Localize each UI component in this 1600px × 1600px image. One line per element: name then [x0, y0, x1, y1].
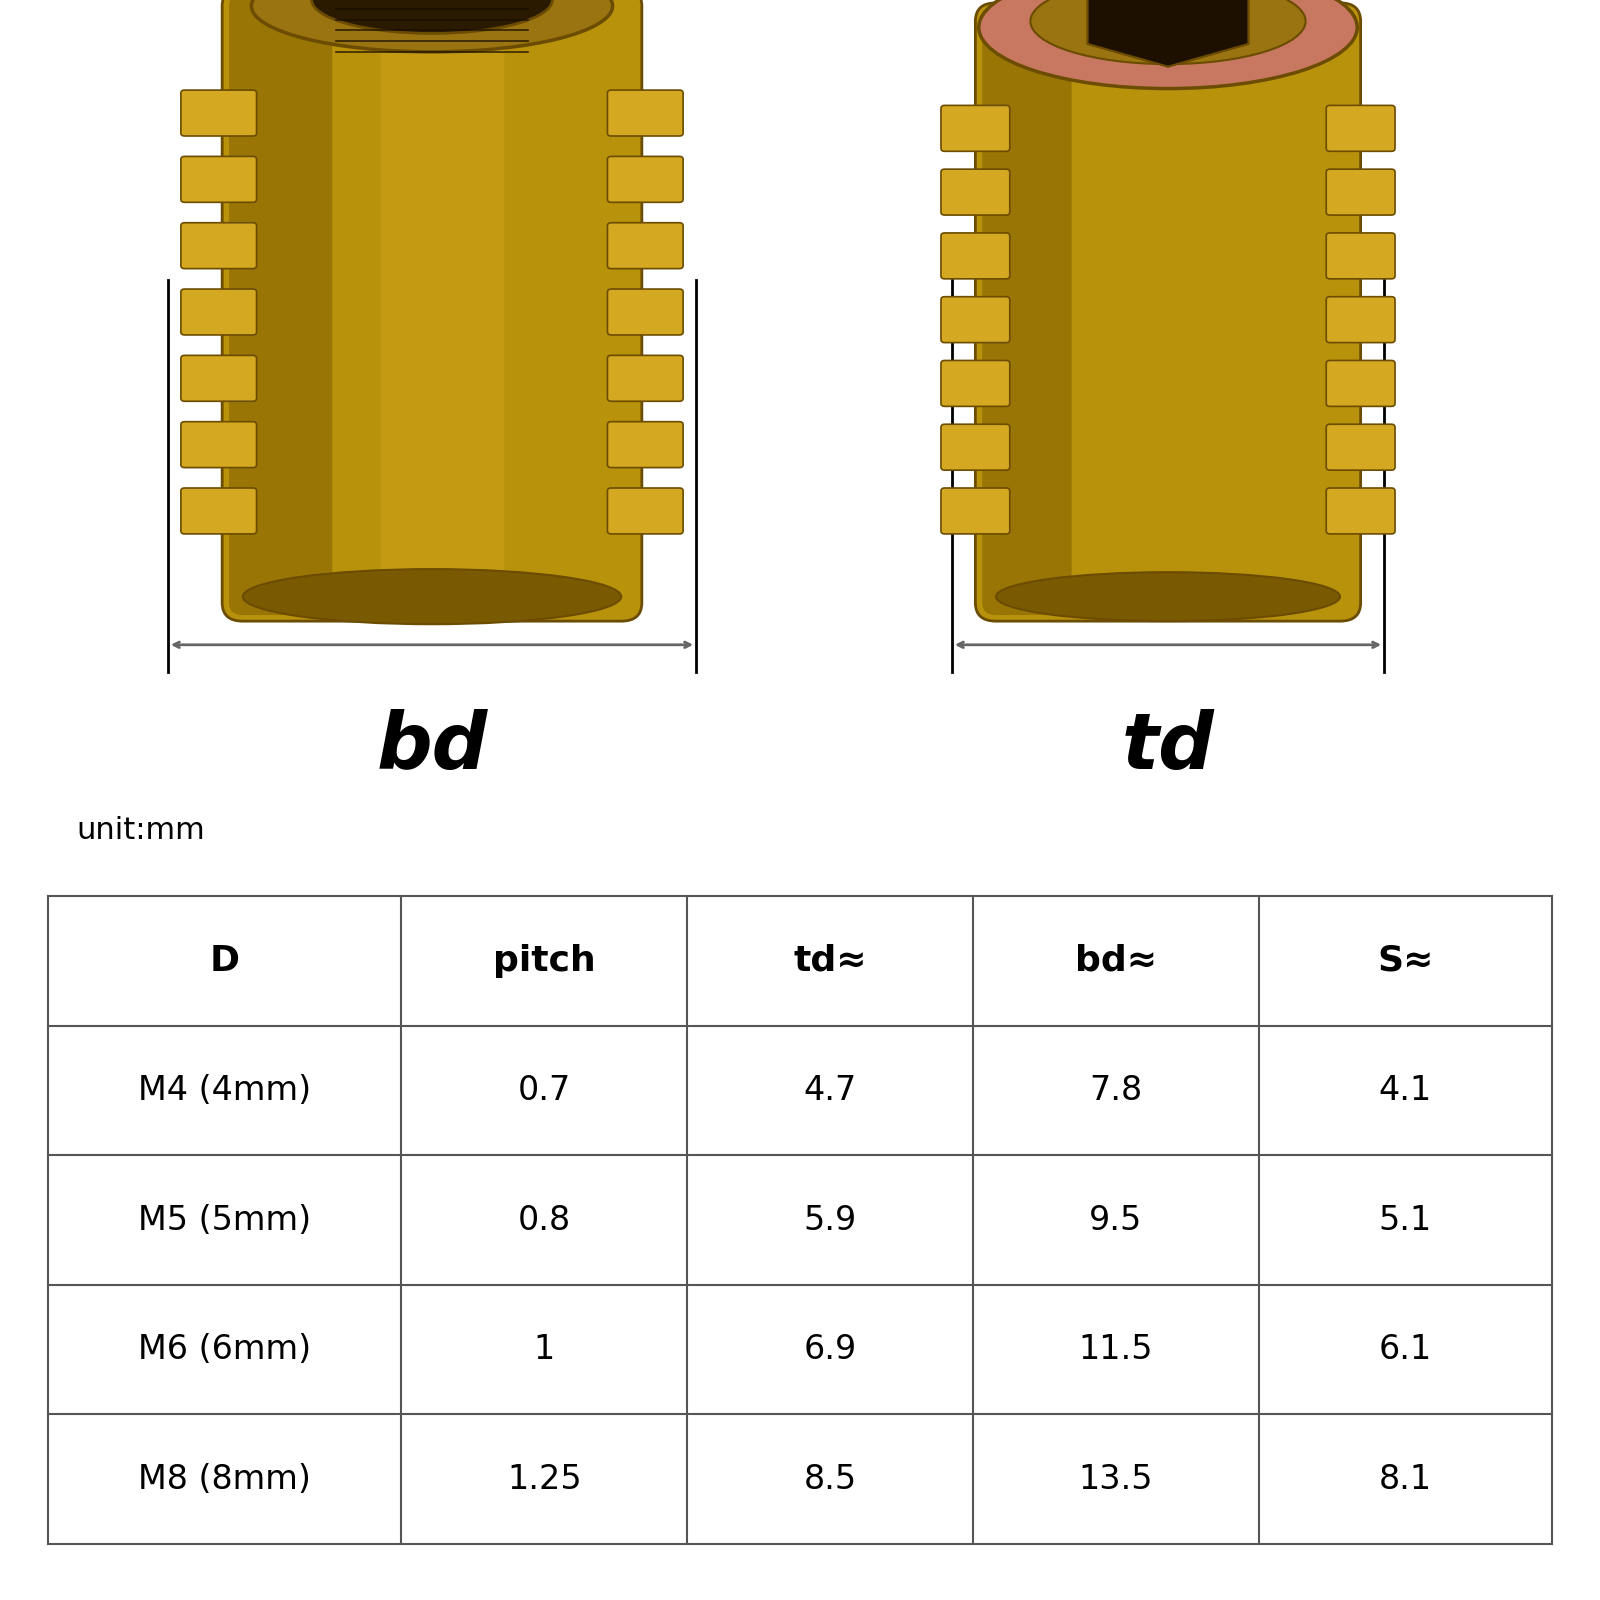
FancyBboxPatch shape	[1326, 424, 1395, 470]
FancyBboxPatch shape	[941, 488, 1010, 534]
FancyBboxPatch shape	[608, 157, 683, 202]
FancyBboxPatch shape	[181, 222, 256, 269]
FancyBboxPatch shape	[608, 355, 683, 402]
Text: M5 (5mm): M5 (5mm)	[138, 1203, 312, 1237]
FancyBboxPatch shape	[1326, 170, 1395, 214]
FancyBboxPatch shape	[608, 488, 683, 534]
FancyBboxPatch shape	[941, 170, 1010, 214]
Text: S≈: S≈	[1378, 944, 1434, 978]
Ellipse shape	[243, 570, 621, 624]
FancyBboxPatch shape	[608, 222, 683, 269]
Text: 8.1: 8.1	[1379, 1462, 1432, 1496]
Text: 0.7: 0.7	[518, 1074, 571, 1107]
FancyBboxPatch shape	[222, 0, 642, 621]
FancyBboxPatch shape	[982, 10, 1072, 614]
Text: 13.5: 13.5	[1078, 1462, 1154, 1496]
Text: 6.1: 6.1	[1379, 1333, 1432, 1366]
FancyBboxPatch shape	[181, 488, 256, 534]
FancyBboxPatch shape	[181, 90, 256, 136]
Text: bd≈: bd≈	[1075, 944, 1157, 978]
Text: S: S	[1142, 101, 1194, 171]
Ellipse shape	[251, 0, 613, 51]
Text: bd: bd	[376, 709, 488, 786]
Text: 1: 1	[534, 1333, 555, 1366]
Ellipse shape	[312, 0, 552, 34]
FancyBboxPatch shape	[941, 234, 1010, 278]
Text: td≈: td≈	[794, 944, 867, 978]
Text: 1.25: 1.25	[507, 1462, 582, 1496]
FancyBboxPatch shape	[181, 290, 256, 334]
Polygon shape	[1088, 0, 1248, 67]
FancyBboxPatch shape	[941, 424, 1010, 470]
FancyBboxPatch shape	[608, 422, 683, 467]
Text: M6 (6mm): M6 (6mm)	[138, 1333, 312, 1366]
Ellipse shape	[995, 573, 1341, 621]
Text: M8 (8mm): M8 (8mm)	[138, 1462, 310, 1496]
Text: D: D	[210, 944, 240, 978]
Text: 4.1: 4.1	[1379, 1074, 1432, 1107]
FancyBboxPatch shape	[941, 296, 1010, 342]
FancyBboxPatch shape	[181, 157, 256, 202]
FancyBboxPatch shape	[1326, 296, 1395, 342]
Text: 5.1: 5.1	[1379, 1203, 1432, 1237]
Text: D: D	[402, 101, 462, 171]
FancyBboxPatch shape	[608, 290, 683, 334]
Ellipse shape	[1030, 0, 1306, 64]
FancyBboxPatch shape	[181, 422, 256, 467]
Text: 11.5: 11.5	[1078, 1333, 1154, 1366]
Text: 7.8: 7.8	[1090, 1074, 1142, 1107]
FancyBboxPatch shape	[1326, 360, 1395, 406]
Text: 4.7: 4.7	[803, 1074, 856, 1107]
FancyBboxPatch shape	[229, 0, 333, 614]
Text: 9.5: 9.5	[1090, 1203, 1142, 1237]
Text: pitch: pitch	[493, 944, 595, 978]
Text: 6.9: 6.9	[803, 1333, 856, 1366]
Text: td: td	[1122, 709, 1214, 786]
FancyBboxPatch shape	[181, 355, 256, 402]
Text: 8.5: 8.5	[803, 1462, 856, 1496]
FancyBboxPatch shape	[1326, 106, 1395, 152]
FancyBboxPatch shape	[941, 106, 1010, 152]
FancyBboxPatch shape	[1326, 234, 1395, 278]
FancyBboxPatch shape	[941, 360, 1010, 406]
Text: M4 (4mm): M4 (4mm)	[138, 1074, 312, 1107]
FancyBboxPatch shape	[1326, 488, 1395, 534]
Ellipse shape	[979, 0, 1357, 88]
Text: unit:mm: unit:mm	[77, 816, 205, 845]
FancyBboxPatch shape	[608, 90, 683, 136]
Text: 0.8: 0.8	[518, 1203, 571, 1237]
FancyBboxPatch shape	[381, 13, 504, 597]
Text: 5.9: 5.9	[803, 1203, 856, 1237]
FancyBboxPatch shape	[976, 3, 1360, 621]
